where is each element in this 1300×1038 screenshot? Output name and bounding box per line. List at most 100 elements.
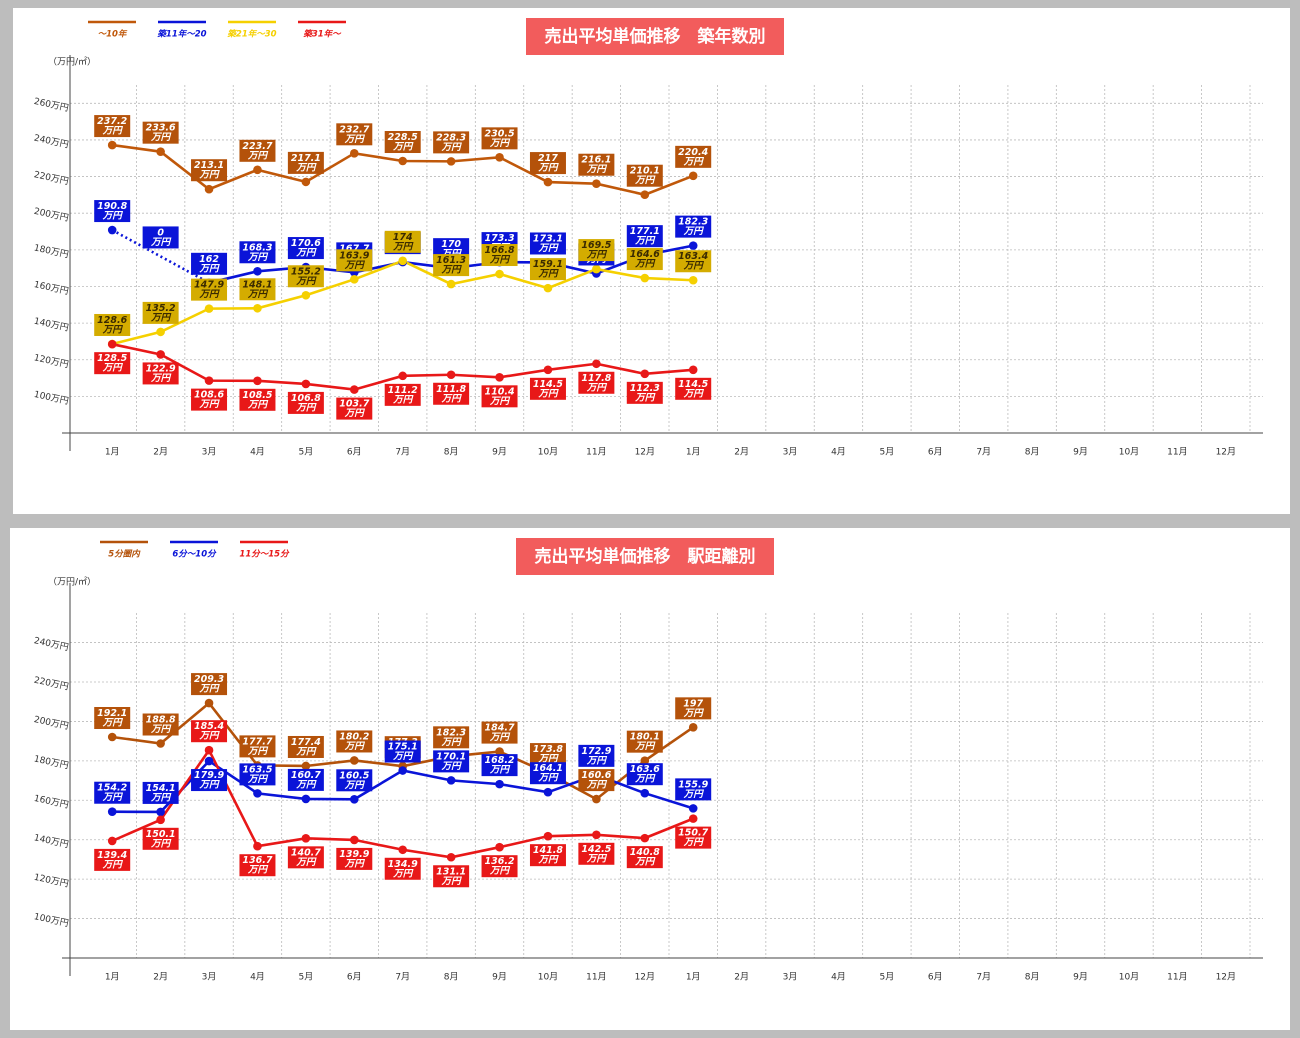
data-label-unit: 万円 [634, 741, 656, 752]
data-label-box [142, 121, 179, 144]
data-label-box [578, 744, 615, 767]
data-label-box [239, 139, 276, 162]
data-point [301, 794, 311, 804]
data-label-unit: 万円 [199, 684, 221, 695]
data-label-box [481, 385, 518, 408]
data-point [204, 698, 214, 708]
data-label-unit: 万円 [537, 388, 559, 399]
x-tick-label: 1月 [105, 972, 120, 983]
data-point [301, 834, 311, 843]
data-label-unit: 万円 [392, 142, 414, 153]
data-point [253, 789, 262, 798]
data-label: 136.7 [242, 855, 272, 866]
data-label: 114.5 [533, 379, 563, 390]
x-tick-label: 12月 [635, 447, 655, 458]
data-label: 155.2 [291, 266, 321, 277]
data-label: 177.1 [630, 226, 660, 237]
data-point [301, 761, 311, 771]
data-label-unit: 万円 [102, 126, 124, 137]
data-label-box [336, 249, 373, 272]
data-label-unit: 万円 [586, 780, 608, 791]
legend-label: 築31年～ [302, 29, 342, 40]
data-label-unit: 万円 [683, 837, 705, 848]
data-label: 106.8 [291, 393, 321, 404]
data-label-unit: 万円 [199, 170, 221, 181]
data-label-box [239, 735, 276, 758]
data-point [253, 376, 262, 386]
data-label: 209.3 [194, 674, 224, 685]
data-label-unit: 万円 [634, 392, 656, 403]
data-label: 217.1 [291, 153, 321, 164]
data-point [640, 190, 650, 200]
data-label-box [191, 769, 228, 792]
data-label-unit: 万円 [683, 708, 705, 719]
data-label-box [239, 241, 276, 264]
data-label-unit: 万円 [683, 789, 705, 800]
data-label: 111.8 [436, 384, 466, 395]
x-tick-label: 2月 [734, 972, 749, 983]
data-point [688, 275, 698, 285]
data-point [301, 290, 311, 300]
x-tick-label: 9月 [492, 972, 507, 983]
data-point [349, 756, 359, 765]
data-label: 170 [441, 239, 461, 250]
x-tick-label: 7月 [976, 447, 991, 458]
data-label-unit: 万円 [344, 780, 366, 791]
data-label: 177.4 [291, 737, 321, 748]
data-label-unit: 万円 [634, 774, 656, 785]
data-label: 180.2 [339, 731, 369, 742]
data-label: 135.2 [146, 303, 176, 314]
data-label: 188.8 [146, 715, 176, 726]
legend-label: 築11年～20 [156, 29, 206, 40]
data-point [446, 370, 456, 380]
data-label-unit: 万円 [441, 142, 463, 153]
x-tick-label: 11月 [1167, 447, 1187, 458]
data-label-box [433, 865, 470, 888]
data-label: 233.6 [146, 123, 176, 134]
x-tick-label: 1月 [686, 447, 701, 458]
x-tick-label: 4月 [250, 447, 265, 458]
data-point [349, 149, 359, 158]
data-label-unit: 万円 [441, 737, 463, 748]
data-label-unit: 万円 [634, 857, 656, 868]
x-tick-label: 10月 [1119, 972, 1139, 983]
data-point [107, 225, 117, 235]
x-tick-label: 6月 [347, 972, 362, 983]
data-label-unit: 万円 [441, 761, 463, 772]
data-point [156, 327, 165, 337]
data-label-box [142, 827, 179, 850]
data-label: 184.7 [485, 723, 515, 734]
data-label: 114.5 [678, 379, 708, 390]
data-label-unit: 万円 [150, 312, 172, 323]
x-tick-label: 4月 [250, 972, 265, 983]
data-label-box [626, 730, 663, 753]
data-label-box [433, 750, 470, 773]
data-label: 173.1 [533, 233, 563, 244]
x-tick-label: 9月 [492, 447, 507, 458]
x-tick-label: 10月 [538, 447, 558, 458]
data-label-box [675, 145, 712, 168]
data-label-box [94, 707, 131, 730]
data-label-unit: 万円 [344, 858, 366, 869]
data-label: 142.5 [581, 844, 611, 855]
data-label-unit: 万円 [441, 265, 463, 276]
data-label-unit: 万円 [344, 741, 366, 752]
data-label-box [529, 377, 566, 400]
data-label: 168.2 [485, 755, 515, 766]
data-label-unit: 万円 [247, 252, 269, 263]
data-label: 154.1 [146, 783, 176, 794]
data-label: 128.6 [97, 315, 127, 326]
data-point [204, 184, 214, 194]
data-point [253, 841, 262, 851]
data-label: 110.4 [485, 386, 515, 397]
x-tick-label: 11月 [586, 972, 606, 983]
data-point [349, 385, 359, 394]
x-tick-label: 5月 [299, 447, 314, 458]
data-label-box [578, 842, 615, 865]
data-label-box [675, 250, 712, 273]
data-label-box [384, 230, 421, 253]
data-point [156, 147, 165, 156]
data-label-unit: 万円 [586, 250, 608, 261]
data-label-unit: 万円 [441, 876, 463, 887]
